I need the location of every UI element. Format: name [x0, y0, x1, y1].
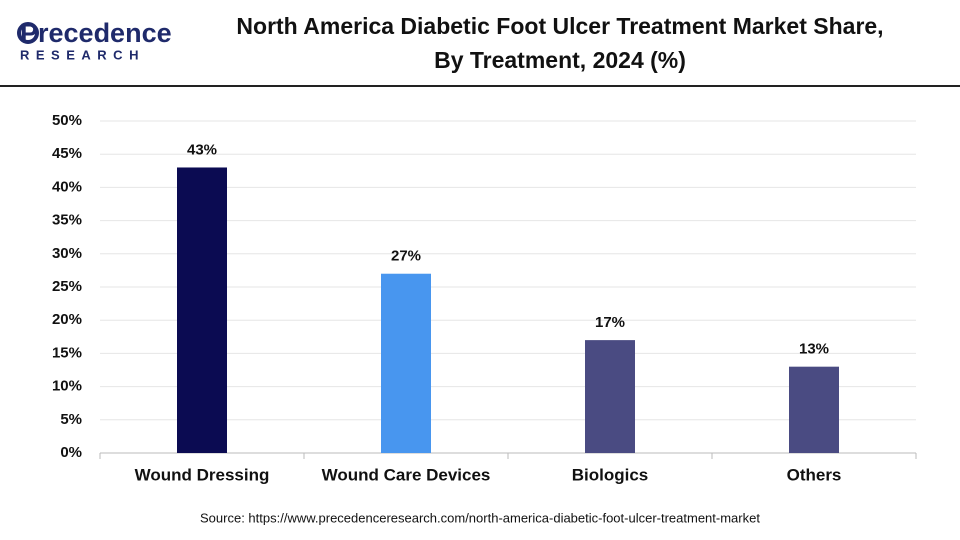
value-label: 17% — [595, 314, 625, 331]
y-tick-label: 5% — [60, 411, 82, 428]
y-tick-label: 0% — [60, 444, 82, 461]
y-tick-label: 15% — [52, 344, 82, 361]
bar — [381, 273, 431, 453]
value-label: 13% — [799, 341, 829, 358]
x-tick-label: Others — [787, 465, 842, 484]
y-tick-label: 20% — [52, 311, 82, 328]
bar — [789, 366, 839, 453]
y-tick-label: 35% — [52, 212, 82, 229]
source: Source: https://www.precedenceresearch.c… — [200, 510, 760, 525]
logo-name: Precedence — [20, 18, 172, 48]
y-tick-label: 50% — [52, 112, 82, 129]
chart-title: By Treatment, 2024 (%) — [434, 47, 686, 73]
y-tick-label: 40% — [52, 178, 82, 195]
y-tick-label: 25% — [52, 278, 82, 295]
logo: Precedence RESEARCH — [17, 18, 172, 62]
logo-tagline: RESEARCH — [20, 47, 145, 62]
logo-icon — [17, 22, 39, 44]
y-tick-label: 45% — [52, 145, 82, 162]
value-label: 27% — [391, 248, 421, 265]
chart-title: North America Diabetic Foot Ulcer Treatm… — [236, 13, 883, 39]
bar — [177, 167, 227, 454]
x-tick-label: Biologics — [572, 465, 649, 484]
y-tick-label: 30% — [52, 245, 82, 262]
y-tick-label: 10% — [52, 378, 82, 395]
x-tick-label: Wound Dressing — [135, 465, 270, 484]
value-label: 43% — [187, 141, 217, 158]
x-tick-label: Wound Care Devices — [322, 465, 491, 484]
bar — [585, 340, 635, 453]
